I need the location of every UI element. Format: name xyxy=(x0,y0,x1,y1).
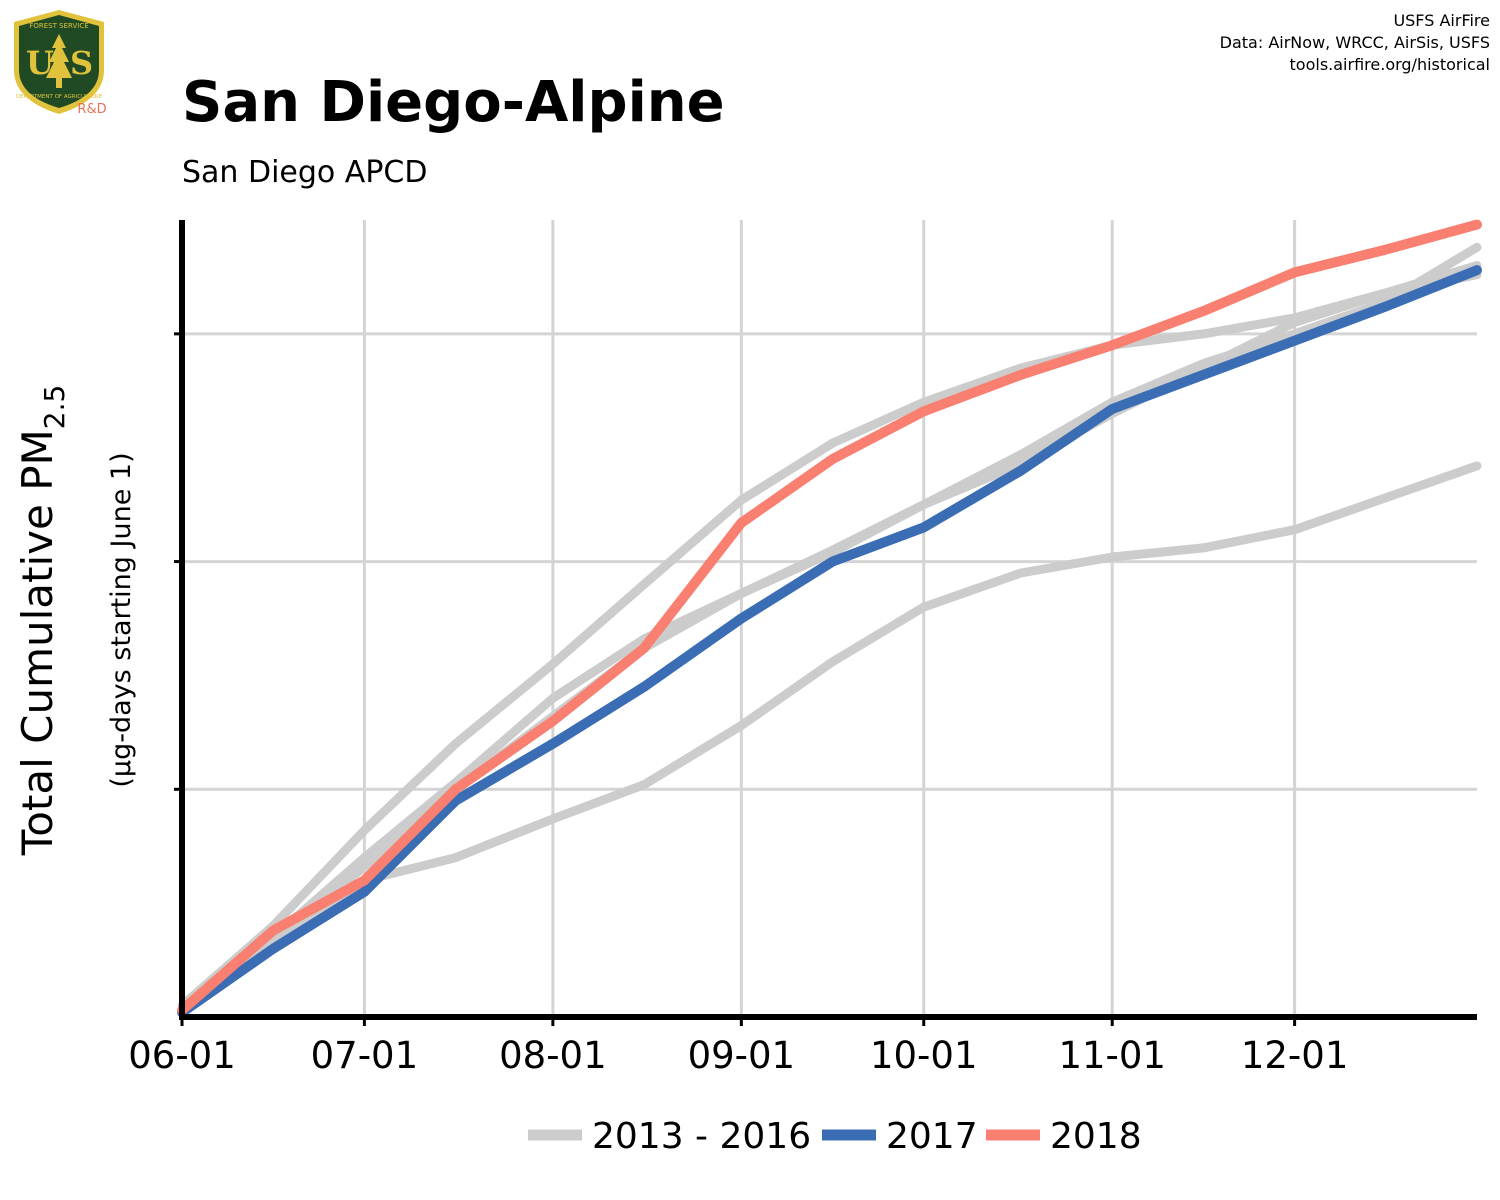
credit-line-2: Data: AirNow, WRCC, AirSis, USFS xyxy=(1219,33,1490,52)
x-tick-label-5: 11-01 xyxy=(1058,1034,1166,1077)
logo-tag: R&D xyxy=(77,102,106,117)
logo-letter-s: S xyxy=(70,44,93,82)
tree-icon xyxy=(46,34,72,88)
credit-line-3: tools.airfire.org/historical xyxy=(1289,55,1490,74)
usfs-logo: FOREST SERVICE U S DEPARTMENT OF AGRICUL… xyxy=(14,10,107,117)
x-tick-label-3: 09-01 xyxy=(688,1034,796,1077)
y-axis-title-main: Total Cumulative PM xyxy=(13,429,62,856)
x-tick-label-0: 06-01 xyxy=(128,1034,236,1077)
page-title: San Diego-Alpine xyxy=(182,70,725,135)
series-line-2013-2016-0 xyxy=(177,270,1482,1011)
series-line-2018-5 xyxy=(177,219,1482,1016)
y-axis-title-sub: 2.5 xyxy=(38,385,71,430)
legend-label-1: 2017 xyxy=(886,1116,978,1157)
series-line-2013-2016-1 xyxy=(177,261,1482,1015)
credit-line-1: USFS AirFire xyxy=(1393,11,1490,30)
credits: USFS AirFire Data: AirNow, WRCC, AirSis,… xyxy=(1220,10,1490,76)
logo-bottom-text: DEPARTMENT OF AGRICULTURE xyxy=(16,94,103,100)
series-line-2013-2016-3 xyxy=(177,461,1482,1017)
series-layer xyxy=(177,219,1482,1018)
y-axis-units: (µg-days starting June 1) xyxy=(106,452,137,787)
x-tick-label-1: 07-01 xyxy=(311,1034,419,1077)
x-tick-label-6: 12-01 xyxy=(1241,1034,1349,1077)
logo-top-text: FOREST SERVICE xyxy=(29,22,88,30)
page-subtitle: San Diego APCD xyxy=(182,155,428,190)
x-tick-label-4: 10-01 xyxy=(870,1034,978,1077)
series-line-2013-2016-2 xyxy=(177,242,1482,1017)
y-axis-label: Total Cumulative PM2.5 (µg-days starting… xyxy=(13,385,137,857)
legend: 2013 - 2016 2017 2018 xyxy=(528,1116,1142,1157)
x-tick-label-2: 08-01 xyxy=(499,1034,607,1077)
legend-label-2: 2018 xyxy=(1050,1116,1142,1157)
y-axis-title: Total Cumulative PM2.5 xyxy=(13,385,71,857)
series-line-2017-4 xyxy=(177,265,1482,1018)
legend-label-0: 2013 - 2016 xyxy=(592,1116,811,1157)
axis-layer: 06-01 07-01 08-01 09-01 10-01 11-01 12-01 xyxy=(128,220,1477,1077)
